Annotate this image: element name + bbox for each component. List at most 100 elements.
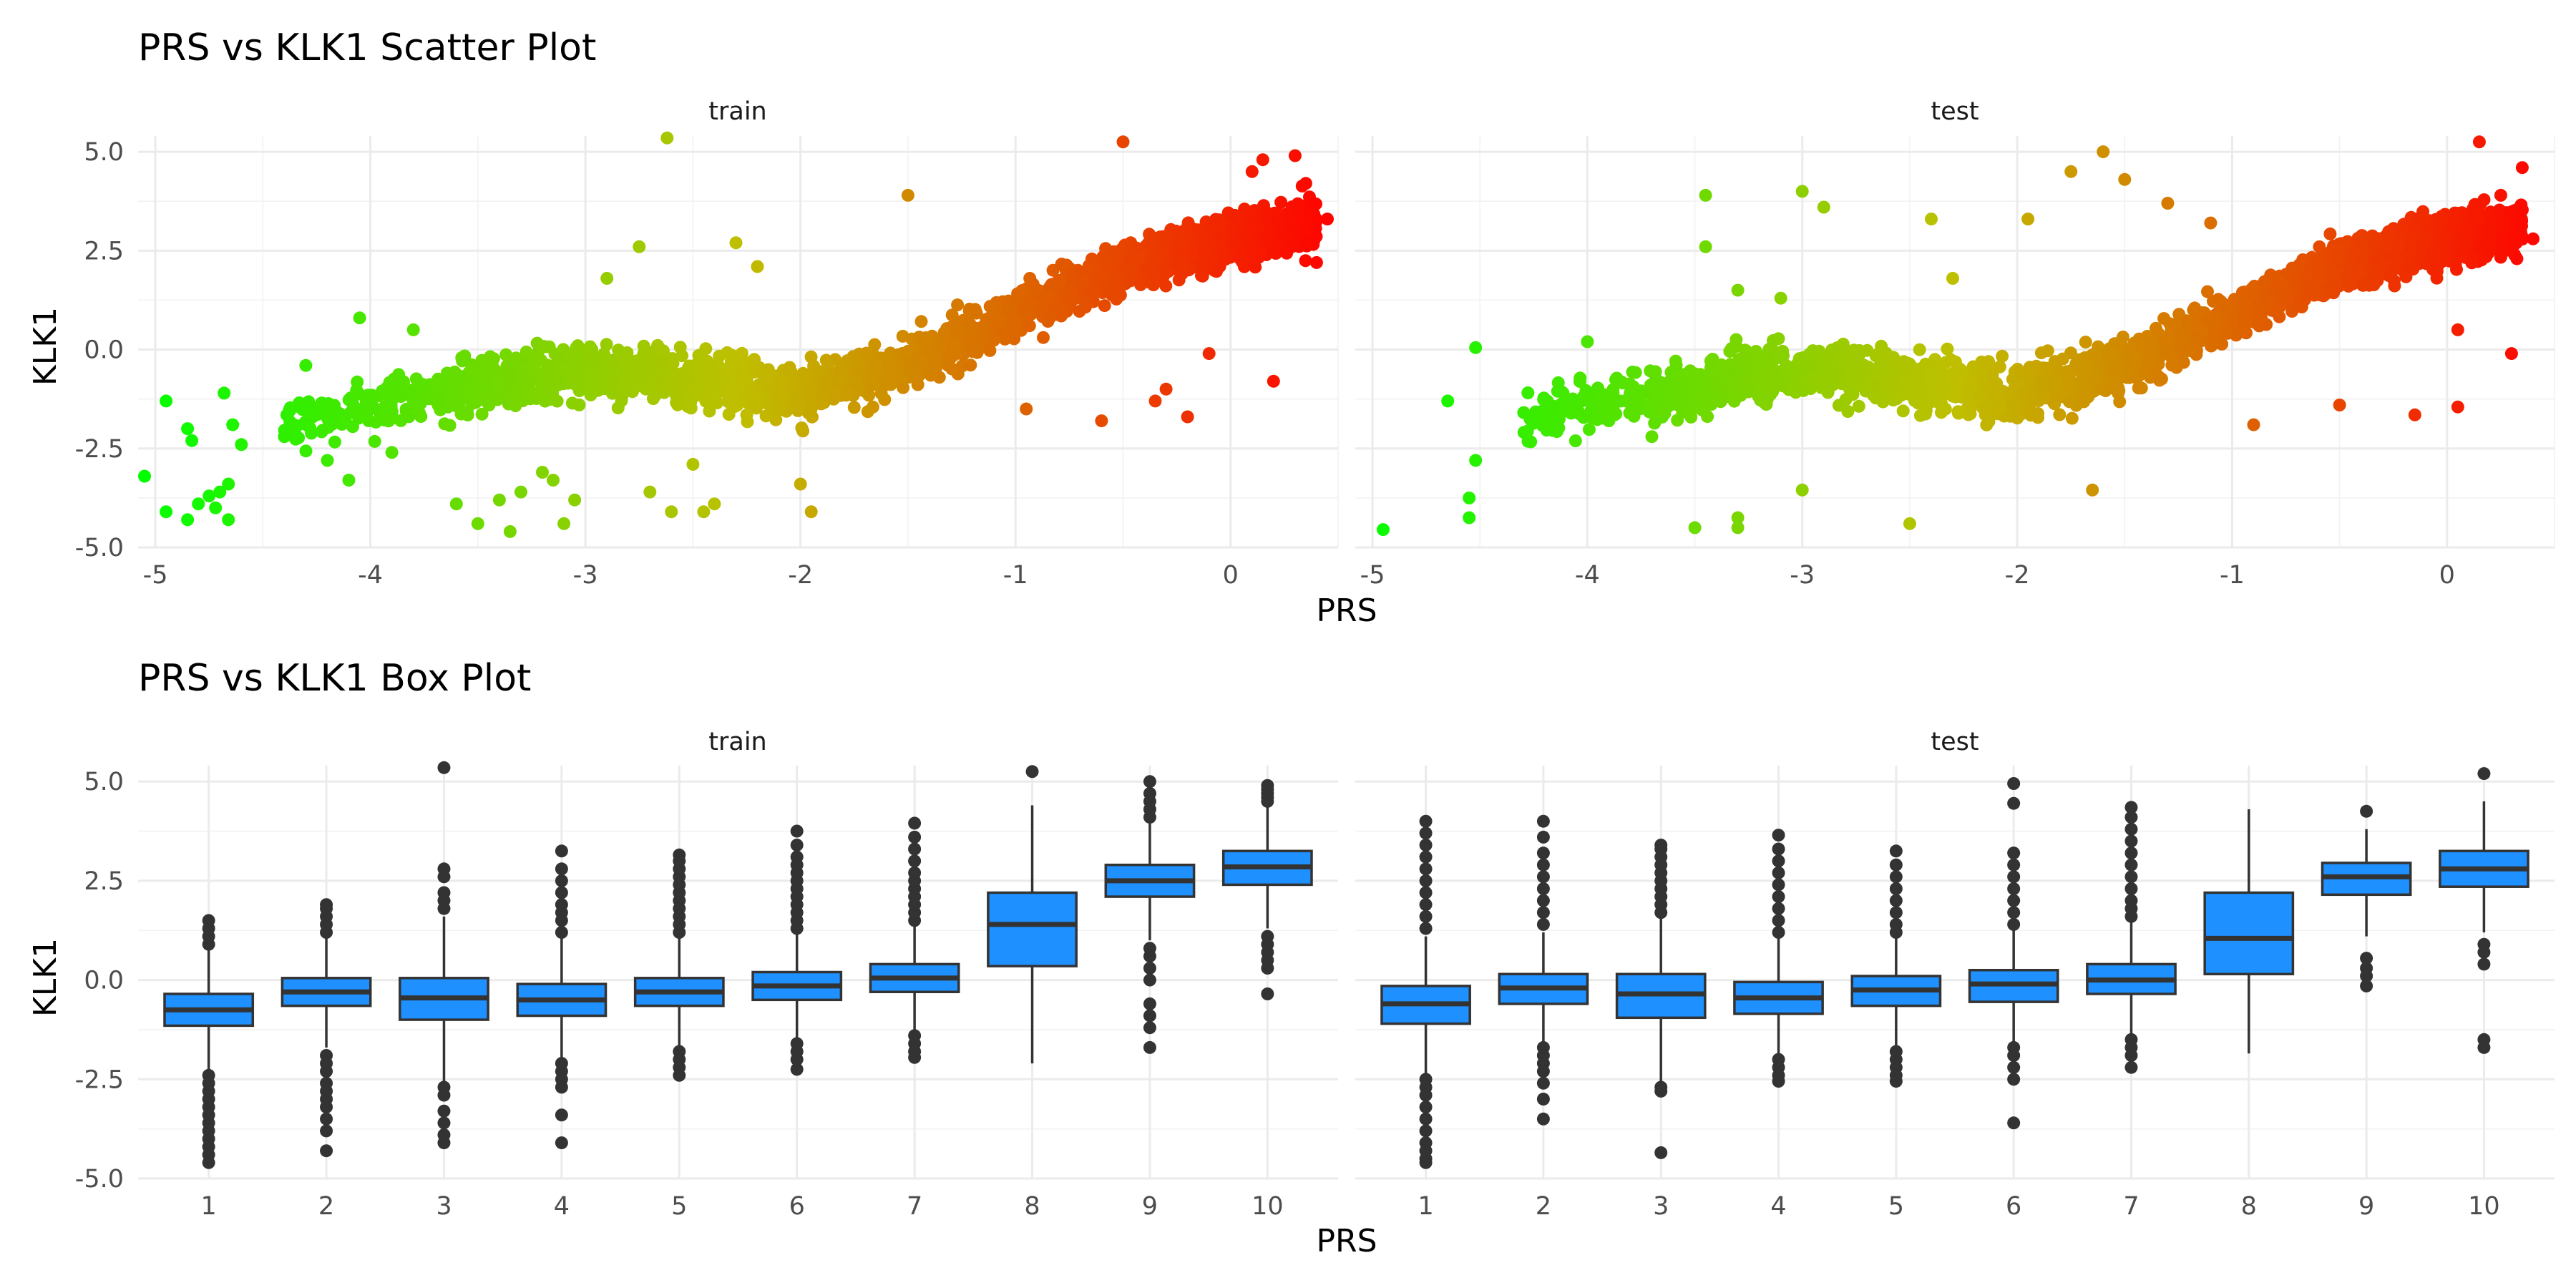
scatter-point [385,446,399,459]
scatter-point [321,454,334,467]
scatter-point [1218,253,1231,266]
scatter-point [394,389,407,402]
scatter-point [1179,223,1192,237]
scatter-point [803,391,816,404]
scatter-point [1085,288,1099,301]
scatter-point [729,236,743,250]
scatter-point [741,415,754,429]
scatter-point [1291,197,1304,210]
scatter-point [1259,232,1273,245]
scatter-point [2113,395,2127,409]
scatter-point [1767,334,1780,347]
scatter-point [519,345,533,358]
scatter-point [643,485,657,499]
scatter-point [1247,217,1261,230]
scatter-point [1181,410,1194,424]
scatter-point [430,396,444,409]
scatter-point [1724,358,1737,371]
scatter-point [1738,355,1752,368]
scatter-point [487,361,500,374]
scatter-point [620,356,633,369]
scatter-point [2065,411,2079,425]
scatter-point [654,356,668,369]
scatter-point [964,358,977,372]
scatter-point [160,505,173,519]
scatter-point [1110,270,1123,283]
scatter-point [1023,272,1037,285]
scatter-point [1259,206,1273,220]
scatter-point [1199,246,1211,260]
scatter-point [1080,264,1094,278]
scatter-point [1159,279,1173,293]
scatter-point [874,386,888,400]
scatter-point [703,404,716,418]
scatter-point [138,469,151,483]
scatter-point [648,389,662,402]
scatter-point [869,358,883,372]
scatter-point [218,386,231,400]
x-tick-label: -3 [1790,561,1815,590]
scatter-point [814,397,828,411]
scatter-point [950,327,963,341]
scatter-point [923,347,936,361]
scatter-point [673,341,687,354]
scatter-point [536,466,549,479]
scatter-point [1644,401,1657,415]
scatter-point [1073,305,1086,318]
scatter-point [299,444,313,458]
y-tick-label: -5.0 [75,534,124,562]
scatter-point [970,306,983,320]
scatter-point [222,477,235,491]
scatter-point [611,401,625,415]
scatter-point [1037,294,1050,308]
scatter-point [1549,400,1563,414]
x-tick-label: -4 [1575,561,1600,590]
scatter-point [1279,229,1292,243]
scatter-point [1913,343,1926,356]
scatter-point [283,404,296,417]
scatter-point [346,397,360,411]
scatter-point [2132,381,2145,395]
scatter-point [889,370,902,384]
scatter-point [499,348,513,361]
scatter-point [294,401,307,414]
scatter-point [769,413,783,426]
scatter-point [839,389,853,402]
scatter-point [479,388,492,401]
scatter-point [1249,260,1262,274]
x-tick-label: 0 [2439,561,2455,590]
scatter-point [209,501,223,514]
scatter-point [2358,278,2371,292]
scatter-point [1299,177,1312,190]
x-tick-label: -1 [2220,561,2245,590]
scatter-point [634,377,648,391]
scatter-point [547,474,560,487]
scatter-point [1568,434,1582,447]
scatter-point [1095,414,1108,428]
scatter-point [666,356,680,370]
scatter-point [514,485,527,499]
scatter-point [542,340,556,353]
scatter-point [826,392,840,406]
scatter-point [1110,292,1123,306]
scatter-point [454,407,468,421]
scatter-point [1270,215,1284,229]
scatter-point [448,365,462,379]
scatter-point [1285,240,1299,253]
scatter-point [699,361,713,374]
scatter-point [568,493,582,507]
scatter-point [1832,399,1845,412]
scatter-point [473,363,487,376]
scatter-point [1011,287,1025,301]
scatter-point [1321,213,1334,226]
scatter-point [414,397,427,411]
scatter-point [447,381,460,395]
scatter-point [1147,268,1161,282]
scatter-point [759,409,773,423]
scatter-point [1102,259,1116,273]
scatter-point [521,373,535,386]
scatter-point [1852,399,1865,413]
scatter-point [1521,424,1534,438]
scatter-point [697,505,711,519]
